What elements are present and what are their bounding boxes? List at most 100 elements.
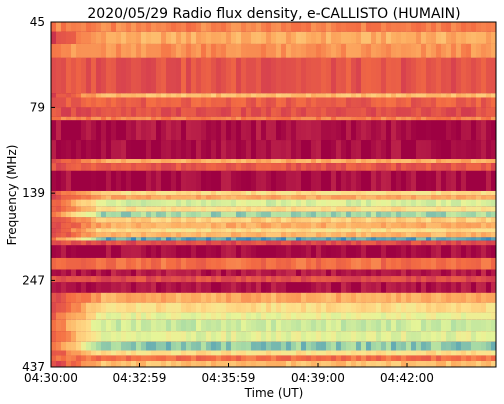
- heatmap-cell: [371, 120, 377, 141]
- heatmap-cell: [341, 240, 347, 246]
- heatmap-cell: [186, 222, 192, 229]
- heatmap-cell: [331, 257, 337, 270]
- heatmap-cell: [436, 237, 442, 241]
- heatmap-cell: [331, 116, 337, 121]
- heatmap-cell: [66, 292, 72, 303]
- heatmap-cell: [231, 190, 237, 196]
- heatmap-cell: [431, 211, 437, 218]
- heatmap-cell: [491, 170, 497, 191]
- heatmap-cell: [141, 341, 147, 351]
- heatmap-cell: [186, 120, 192, 141]
- heatmap-cell: [61, 190, 67, 196]
- heatmap-cell: [481, 163, 487, 171]
- heatmap-cell: [381, 217, 387, 223]
- heatmap-cell: [221, 331, 227, 342]
- frequency-band: [51, 232, 497, 238]
- heatmap-cell: [471, 341, 477, 351]
- heatmap-cell: [391, 232, 397, 238]
- heatmap-cell: [346, 159, 352, 164]
- heatmap-cell: [306, 240, 312, 246]
- heatmap-cell: [186, 217, 192, 223]
- heatmap-cell: [306, 206, 312, 212]
- heatmap-cell: [166, 93, 172, 98]
- heatmap-cell: [396, 120, 402, 141]
- heatmap-cell: [466, 22, 472, 32]
- heatmap-cell: [276, 350, 282, 356]
- heatmap-cell: [211, 331, 217, 342]
- heatmap-cell: [346, 199, 352, 207]
- heatmap-cell: [216, 240, 222, 246]
- heatmap-cell: [271, 217, 277, 223]
- heatmap-cell: [361, 222, 367, 229]
- heatmap-cell: [371, 302, 377, 313]
- heatmap-cell: [436, 257, 442, 270]
- heatmap-cell: [371, 240, 377, 246]
- heatmap-cell: [101, 22, 107, 32]
- heatmap-cell: [61, 312, 67, 320]
- heatmap-cell: [316, 206, 322, 212]
- heatmap-cell: [176, 228, 182, 233]
- heatmap-cell: [486, 355, 492, 361]
- heatmap-cell: [336, 93, 342, 98]
- heatmap-cell: [151, 57, 157, 94]
- heatmap-cell: [161, 319, 167, 332]
- heatmap-cell: [401, 302, 407, 313]
- heatmap-cell: [221, 355, 227, 361]
- heatmap-cell: [186, 206, 192, 212]
- heatmap-cell: [151, 170, 157, 191]
- heatmap-cell: [56, 228, 62, 233]
- heatmap-cell: [136, 312, 142, 320]
- heatmap-cell: [336, 341, 342, 351]
- heatmap-cell: [296, 312, 302, 320]
- heatmap-cell: [206, 355, 212, 361]
- heatmap-cell: [271, 341, 277, 351]
- heatmap-cell: [456, 57, 462, 94]
- heatmap-cell: [336, 199, 342, 207]
- heatmap-cell: [141, 57, 147, 94]
- heatmap-cell: [106, 292, 112, 303]
- heatmap-cell: [181, 43, 187, 58]
- heatmap-cell: [411, 211, 417, 218]
- heatmap-cell: [286, 199, 292, 207]
- heatmap-cell: [96, 199, 102, 207]
- heatmap-cell: [466, 43, 472, 58]
- heatmap-cell: [441, 107, 447, 117]
- x-tick-label: 04:39:00: [291, 371, 345, 385]
- heatmap-cell: [216, 57, 222, 94]
- heatmap-cell: [371, 269, 377, 277]
- heatmap-cell: [151, 232, 157, 238]
- heatmap-cell: [471, 360, 477, 367]
- heatmap-cell: [101, 237, 107, 241]
- heatmap-cell: [441, 240, 447, 246]
- heatmap-cell: [241, 245, 247, 258]
- heatmap-cell: [126, 245, 132, 258]
- heatmap-cell: [61, 360, 67, 367]
- heatmap-cell: [436, 269, 442, 277]
- heatmap-cell: [326, 57, 332, 94]
- heatmap-cell: [261, 206, 267, 212]
- heatmap-cell: [141, 206, 147, 212]
- heatmap-cell: [81, 22, 87, 32]
- heatmap-cell: [346, 240, 352, 246]
- heatmap-cell: [361, 116, 367, 121]
- heatmap-cell: [481, 31, 487, 44]
- heatmap-cell: [466, 170, 472, 191]
- heatmap-cell: [66, 319, 72, 332]
- heatmap-cell: [326, 170, 332, 191]
- heatmap-cell: [366, 163, 372, 171]
- heatmap-cell: [291, 350, 297, 356]
- heatmap-cell: [436, 360, 442, 367]
- heatmap-cell: [416, 199, 422, 207]
- heatmap-cell: [441, 140, 447, 160]
- heatmap-cell: [156, 257, 162, 270]
- heatmap-cell: [136, 331, 142, 342]
- heatmap-cell: [116, 22, 122, 32]
- heatmap-cell: [141, 163, 147, 171]
- heatmap-cell: [126, 199, 132, 207]
- heatmap-cell: [81, 199, 87, 207]
- heatmap-cell: [306, 211, 312, 218]
- heatmap-cell: [401, 22, 407, 32]
- heatmap-cell: [386, 211, 392, 218]
- heatmap-cell: [336, 57, 342, 94]
- heatmap-cell: [471, 237, 477, 241]
